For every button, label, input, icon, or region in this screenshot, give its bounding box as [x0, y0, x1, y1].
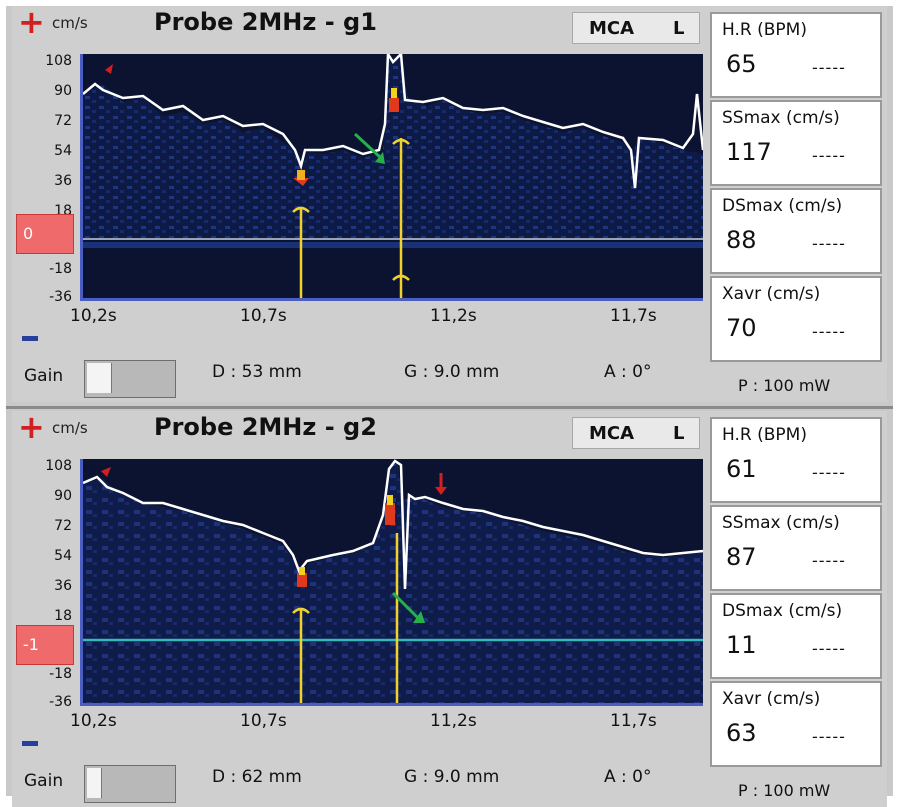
probe-title: Probe 2MHz - g1: [154, 8, 377, 36]
measurement-value: 70: [726, 314, 757, 342]
gain-label: Gain: [24, 366, 64, 386]
mean-velocity-box: Xavr (cm/s) 70 -----: [710, 276, 882, 362]
measurement-secondary: -----: [812, 146, 846, 165]
side-label: L: [673, 423, 685, 444]
y-tick: 108: [45, 53, 72, 69]
baseline-offset-box[interactable]: -1: [16, 625, 74, 665]
artery-selector[interactable]: MCA L: [572, 12, 700, 44]
gate-panel-g1: + cm/s Probe 2MHz - g1 MCA L 108 90 72 5…: [12, 6, 887, 402]
measurement-value: 63: [726, 719, 757, 747]
measurement-secondary: -----: [812, 322, 846, 341]
y-tick: 36: [54, 578, 72, 594]
artery-label: MCA: [589, 18, 635, 39]
gain-slider[interactable]: [84, 765, 176, 803]
x-tick: 10,2s: [70, 306, 117, 326]
x-tick: 11,2s: [430, 711, 477, 731]
measurement-label: H.R (BPM): [722, 425, 807, 445]
y-tick: 108: [45, 458, 72, 474]
x-tick: 11,2s: [430, 306, 477, 326]
velocity-unit: cm/s: [52, 419, 88, 437]
measurement-value: 61: [726, 455, 757, 483]
gate-size-readout: G : 9.0 mm: [404, 362, 500, 382]
gain-slider-knob[interactable]: [87, 768, 102, 798]
x-tick: 11,7s: [610, 306, 657, 326]
measurement-value: 11: [726, 631, 757, 659]
probe-title: Probe 2MHz - g2: [154, 413, 377, 441]
systolic-max-box: SSmax (cm/s) 87 -----: [710, 505, 882, 591]
y-tick: 90: [54, 83, 72, 99]
measurement-value: 65: [726, 50, 757, 78]
doppler-spectrum: [80, 54, 703, 301]
y-tick: 36: [54, 173, 72, 189]
y-tick: 72: [54, 518, 72, 534]
y-tick: -36: [49, 694, 72, 710]
y-tick: 90: [54, 488, 72, 504]
y-tick: -18: [49, 666, 72, 682]
gain-slider[interactable]: [84, 360, 176, 398]
diastolic-max-box: DSmax (cm/s) 88 -----: [710, 188, 882, 274]
baseline-offset-box[interactable]: 0: [16, 214, 74, 254]
measurement-value: 87: [726, 543, 757, 571]
y-tick: 18: [54, 608, 72, 624]
gain-label: Gain: [24, 771, 64, 791]
panel-divider: [6, 406, 893, 409]
artery-label: MCA: [589, 423, 635, 444]
artery-selector[interactable]: MCA L: [572, 417, 700, 449]
measurement-secondary: -----: [812, 463, 846, 482]
gate-size-readout: G : 9.0 mm: [404, 767, 500, 787]
diastolic-max-box: DSmax (cm/s) 11 -----: [710, 593, 882, 679]
measurement-secondary: -----: [812, 551, 846, 570]
angle-readout: A : 0°: [604, 767, 652, 787]
side-label: L: [673, 18, 685, 39]
measurement-label: Xavr (cm/s): [722, 689, 821, 709]
minus-direction-icon: [22, 336, 38, 341]
measurement-value: 88: [726, 226, 757, 254]
baseline-value: -1: [23, 635, 39, 654]
heart-rate-box: H.R (BPM) 61 -----: [710, 417, 882, 503]
y-tick: 72: [54, 113, 72, 129]
plus-direction-icon: +: [18, 3, 45, 41]
x-tick: 10,7s: [240, 306, 287, 326]
y-tick: 54: [54, 548, 72, 564]
angle-readout: A : 0°: [604, 362, 652, 382]
y-tick: 54: [54, 143, 72, 159]
mean-velocity-box: Xavr (cm/s) 63 -----: [710, 681, 882, 767]
minus-direction-icon: [22, 741, 38, 746]
y-tick: -36: [49, 289, 72, 305]
measurement-secondary: -----: [812, 234, 846, 253]
depth-readout: D : 53 mm: [212, 362, 302, 382]
measurement-label: DSmax (cm/s): [722, 601, 843, 621]
power-readout: P : 100 mW: [738, 781, 831, 800]
measurement-label: SSmax (cm/s): [722, 108, 840, 128]
measurement-label: DSmax (cm/s): [722, 196, 843, 216]
doppler-spectrum: [80, 459, 703, 706]
x-tick: 10,7s: [240, 711, 287, 731]
velocity-unit: cm/s: [52, 14, 88, 32]
measurement-secondary: -----: [812, 727, 846, 746]
plus-direction-icon: +: [18, 408, 45, 446]
doppler-monitor-screen: + cm/s Probe 2MHz - g1 MCA L 108 90 72 5…: [6, 6, 893, 807]
measurement-secondary: -----: [812, 58, 846, 77]
measurement-value: 117: [726, 138, 772, 166]
heart-rate-box: H.R (BPM) 65 -----: [710, 12, 882, 98]
measurement-label: Xavr (cm/s): [722, 284, 821, 304]
velocity-axis: 108 90 72 54 36 18 -18 -36: [12, 6, 80, 306]
gain-slider-knob[interactable]: [87, 363, 112, 393]
power-readout: P : 100 mW: [738, 376, 831, 395]
depth-readout: D : 62 mm: [212, 767, 302, 787]
measurement-label: H.R (BPM): [722, 20, 807, 40]
x-tick: 10,2s: [70, 711, 117, 731]
measurement-secondary: -----: [812, 639, 846, 658]
y-tick: -18: [49, 261, 72, 277]
baseline-value: 0: [23, 224, 34, 243]
gate-panel-g2: + cm/s Probe 2MHz - g2 MCA L 108 90 72 5…: [12, 411, 887, 807]
velocity-axis: 108 90 72 54 36 18 -18 -36: [12, 411, 80, 711]
systolic-max-box: SSmax (cm/s) 117 -----: [710, 100, 882, 186]
measurement-label: SSmax (cm/s): [722, 513, 840, 533]
x-tick: 11,7s: [610, 711, 657, 731]
